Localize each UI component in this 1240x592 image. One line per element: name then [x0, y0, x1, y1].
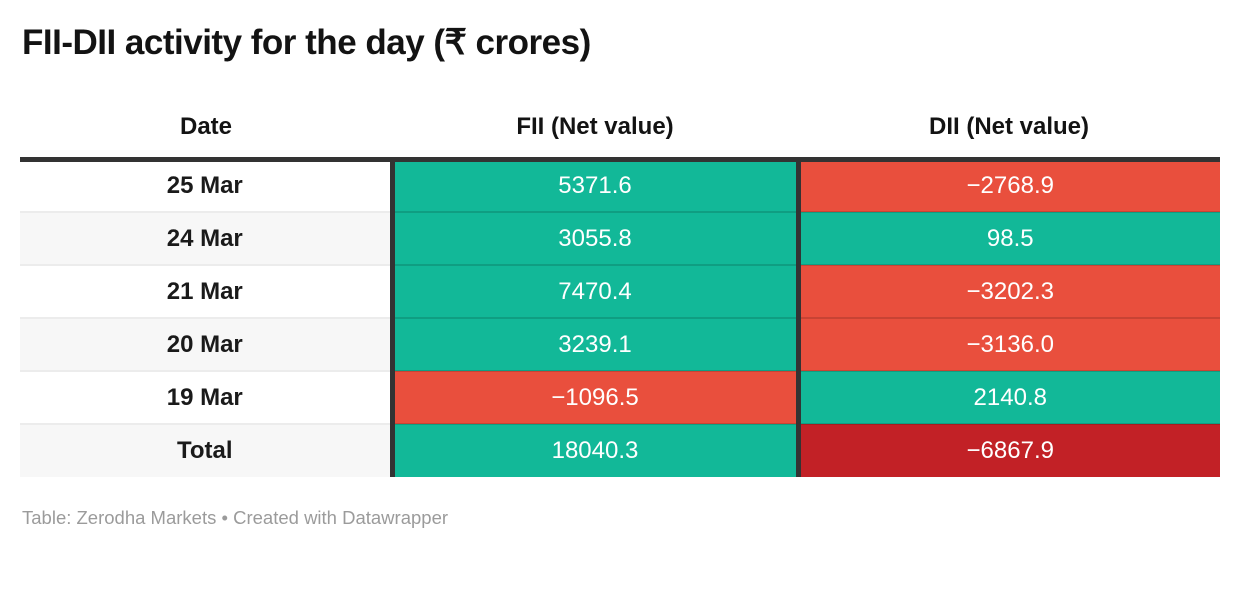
table-body: 25 Mar 5371.6 −2768.9 24 Mar 3055.8 98.5 21 Ma… [20, 159, 1220, 477]
dii-value-cell: −6867.9 [795, 423, 1220, 477]
credit-text: Created with Datawrapper [233, 507, 449, 528]
table-row: 25 Mar 5371.6 −2768.9 [20, 159, 1220, 212]
source-text: Table: Zerodha Markets [22, 507, 217, 528]
date-cell: 24 Mar [20, 211, 392, 265]
column-header-dii: DII (Net value) [798, 102, 1220, 162]
footer-separator: • [216, 507, 234, 528]
fii-value-cell: 3239.1 [389, 317, 798, 371]
date-cell: 25 Mar [20, 159, 392, 212]
date-cell: 19 Mar [20, 370, 392, 424]
table-row: Total 18040.3 −6867.9 [20, 423, 1220, 477]
fii-value-cell: 3055.8 [389, 211, 798, 265]
column-header-fii: FII (Net value) [392, 102, 798, 162]
fii-value-cell: 5371.6 [389, 159, 798, 212]
page-title: FII-DII activity for the day (₹ crores) [22, 23, 591, 62]
attribution-footer: Table: Zerodha Markets • Created with Da… [22, 507, 1220, 529]
fii-value-cell: 7470.4 [389, 264, 798, 318]
table-row: 21 Mar 7470.4 −3202.3 [20, 264, 1220, 318]
dii-value-cell: −3136.0 [795, 317, 1220, 371]
dii-value-cell: 98.5 [795, 211, 1220, 265]
dii-value-cell: −2768.9 [795, 159, 1220, 212]
fii-dii-table: Date FII (Net value) DII (Net value) 25 … [20, 102, 1220, 477]
dii-value-cell: 2140.8 [795, 370, 1220, 424]
dii-value-cell: −3202.3 [795, 264, 1220, 318]
date-cell: 21 Mar [20, 264, 392, 318]
date-cell: Total [20, 423, 392, 477]
header-row: Date FII (Net value) DII (Net value) [20, 102, 1220, 162]
fii-value-cell: 18040.3 [389, 423, 798, 477]
date-cell: 20 Mar [20, 317, 392, 371]
fii-value-cell: −1096.5 [389, 370, 798, 424]
column-header-date: Date [20, 102, 392, 162]
table-row: 19 Mar −1096.5 2140.8 [20, 370, 1220, 424]
fii-dii-activity-card: FII-DII activity for the day (₹ crores) … [20, 23, 1220, 529]
table-row: 24 Mar 3055.8 98.5 [20, 211, 1220, 265]
table-row: 20 Mar 3239.1 −3136.0 [20, 317, 1220, 371]
